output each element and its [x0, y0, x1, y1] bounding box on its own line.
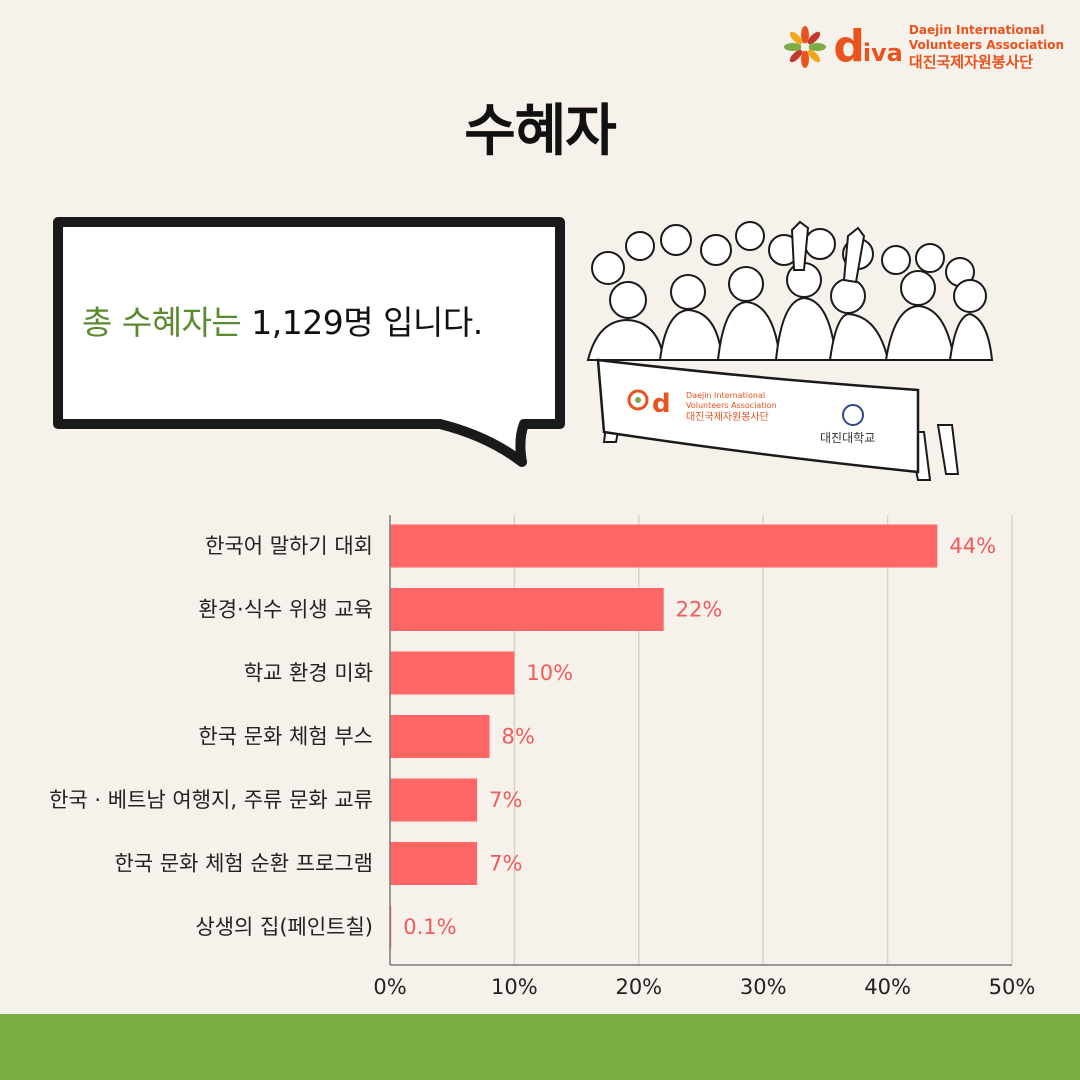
total-beneficiaries-highlight: 총 수혜자는 [82, 303, 242, 342]
total-beneficiaries-count: 1,129명 입니다. [241, 303, 483, 342]
banner-logo-kr: 대진국제자원봉사단 [686, 411, 769, 423]
category-label: 학교 환경 미화 [244, 661, 373, 685]
speech-bubble [53, 217, 565, 467]
flower-logo-icon [784, 26, 827, 68]
x-tick-label: 0% [373, 975, 406, 999]
bar [390, 588, 664, 631]
bar [390, 524, 938, 568]
bar [390, 715, 490, 758]
category-label: 한국 문화 체험 부스 [198, 725, 373, 749]
chart-x-tick-labels: 0% 10% 20% 30% 40% 50% [373, 975, 1035, 999]
page-title: 수혜자 [464, 99, 617, 164]
chart-value-labels: 44% 22% 10% 8% 7% 7% 0.1% [403, 534, 996, 939]
diva-logo: diva Daejin International Volunteers Ass… [783, 22, 1064, 72]
bar [390, 778, 478, 822]
logo-wordmark: diva [833, 21, 903, 72]
category-label: 한국 · 베트남 여행지, 주류 문화 교류 [49, 788, 373, 812]
value-label: 7% [489, 788, 522, 812]
bar [390, 651, 515, 695]
banner-logo-en-line2: Volunteers Association [686, 401, 777, 410]
value-label: 8% [502, 725, 535, 749]
chart-grid [513, 515, 1013, 965]
value-label: 7% [489, 852, 522, 876]
x-tick-label: 10% [491, 975, 538, 999]
logo-en-line1: Daejin International [908, 22, 1045, 37]
value-label: 22% [676, 598, 723, 622]
bar [390, 842, 478, 885]
logo-kr: 대진국제자원봉사단 [908, 52, 1034, 71]
x-tick-label: 30% [740, 975, 787, 999]
category-label: 상생의 집(페인트칠) [195, 915, 373, 939]
category-label: 한국 문화 체험 순환 프로그램 [114, 852, 373, 876]
chart-bars [390, 524, 938, 949]
volunteers-crowd-illustration: d Daejin International Volunteers Associ… [586, 220, 994, 481]
x-tick-label: 20% [615, 975, 662, 999]
x-tick-label: 40% [864, 975, 911, 999]
logo-en-line2: Volunteers Association [908, 37, 1064, 52]
footer-bar [0, 1014, 1080, 1080]
university-seal-icon [842, 404, 864, 426]
banner-logo-mark: d [652, 389, 671, 419]
category-label: 환경·식수 위생 교육 [198, 598, 373, 622]
x-tick-label: 50% [989, 975, 1036, 999]
logo-organization-name: Daejin International Volunteers Associat… [909, 23, 1064, 72]
value-label: 0.1% [403, 915, 456, 939]
banner-logo-en-line1: Daejin International [686, 391, 765, 400]
total-beneficiaries-text: 총 수혜자는 1,129명 입니다. [82, 296, 483, 344]
value-label: 10% [526, 661, 573, 685]
category-label: 한국어 말하기 대회 [205, 534, 373, 558]
value-label: 44% [949, 534, 996, 558]
banner-university: 대진대학교 [820, 431, 875, 445]
